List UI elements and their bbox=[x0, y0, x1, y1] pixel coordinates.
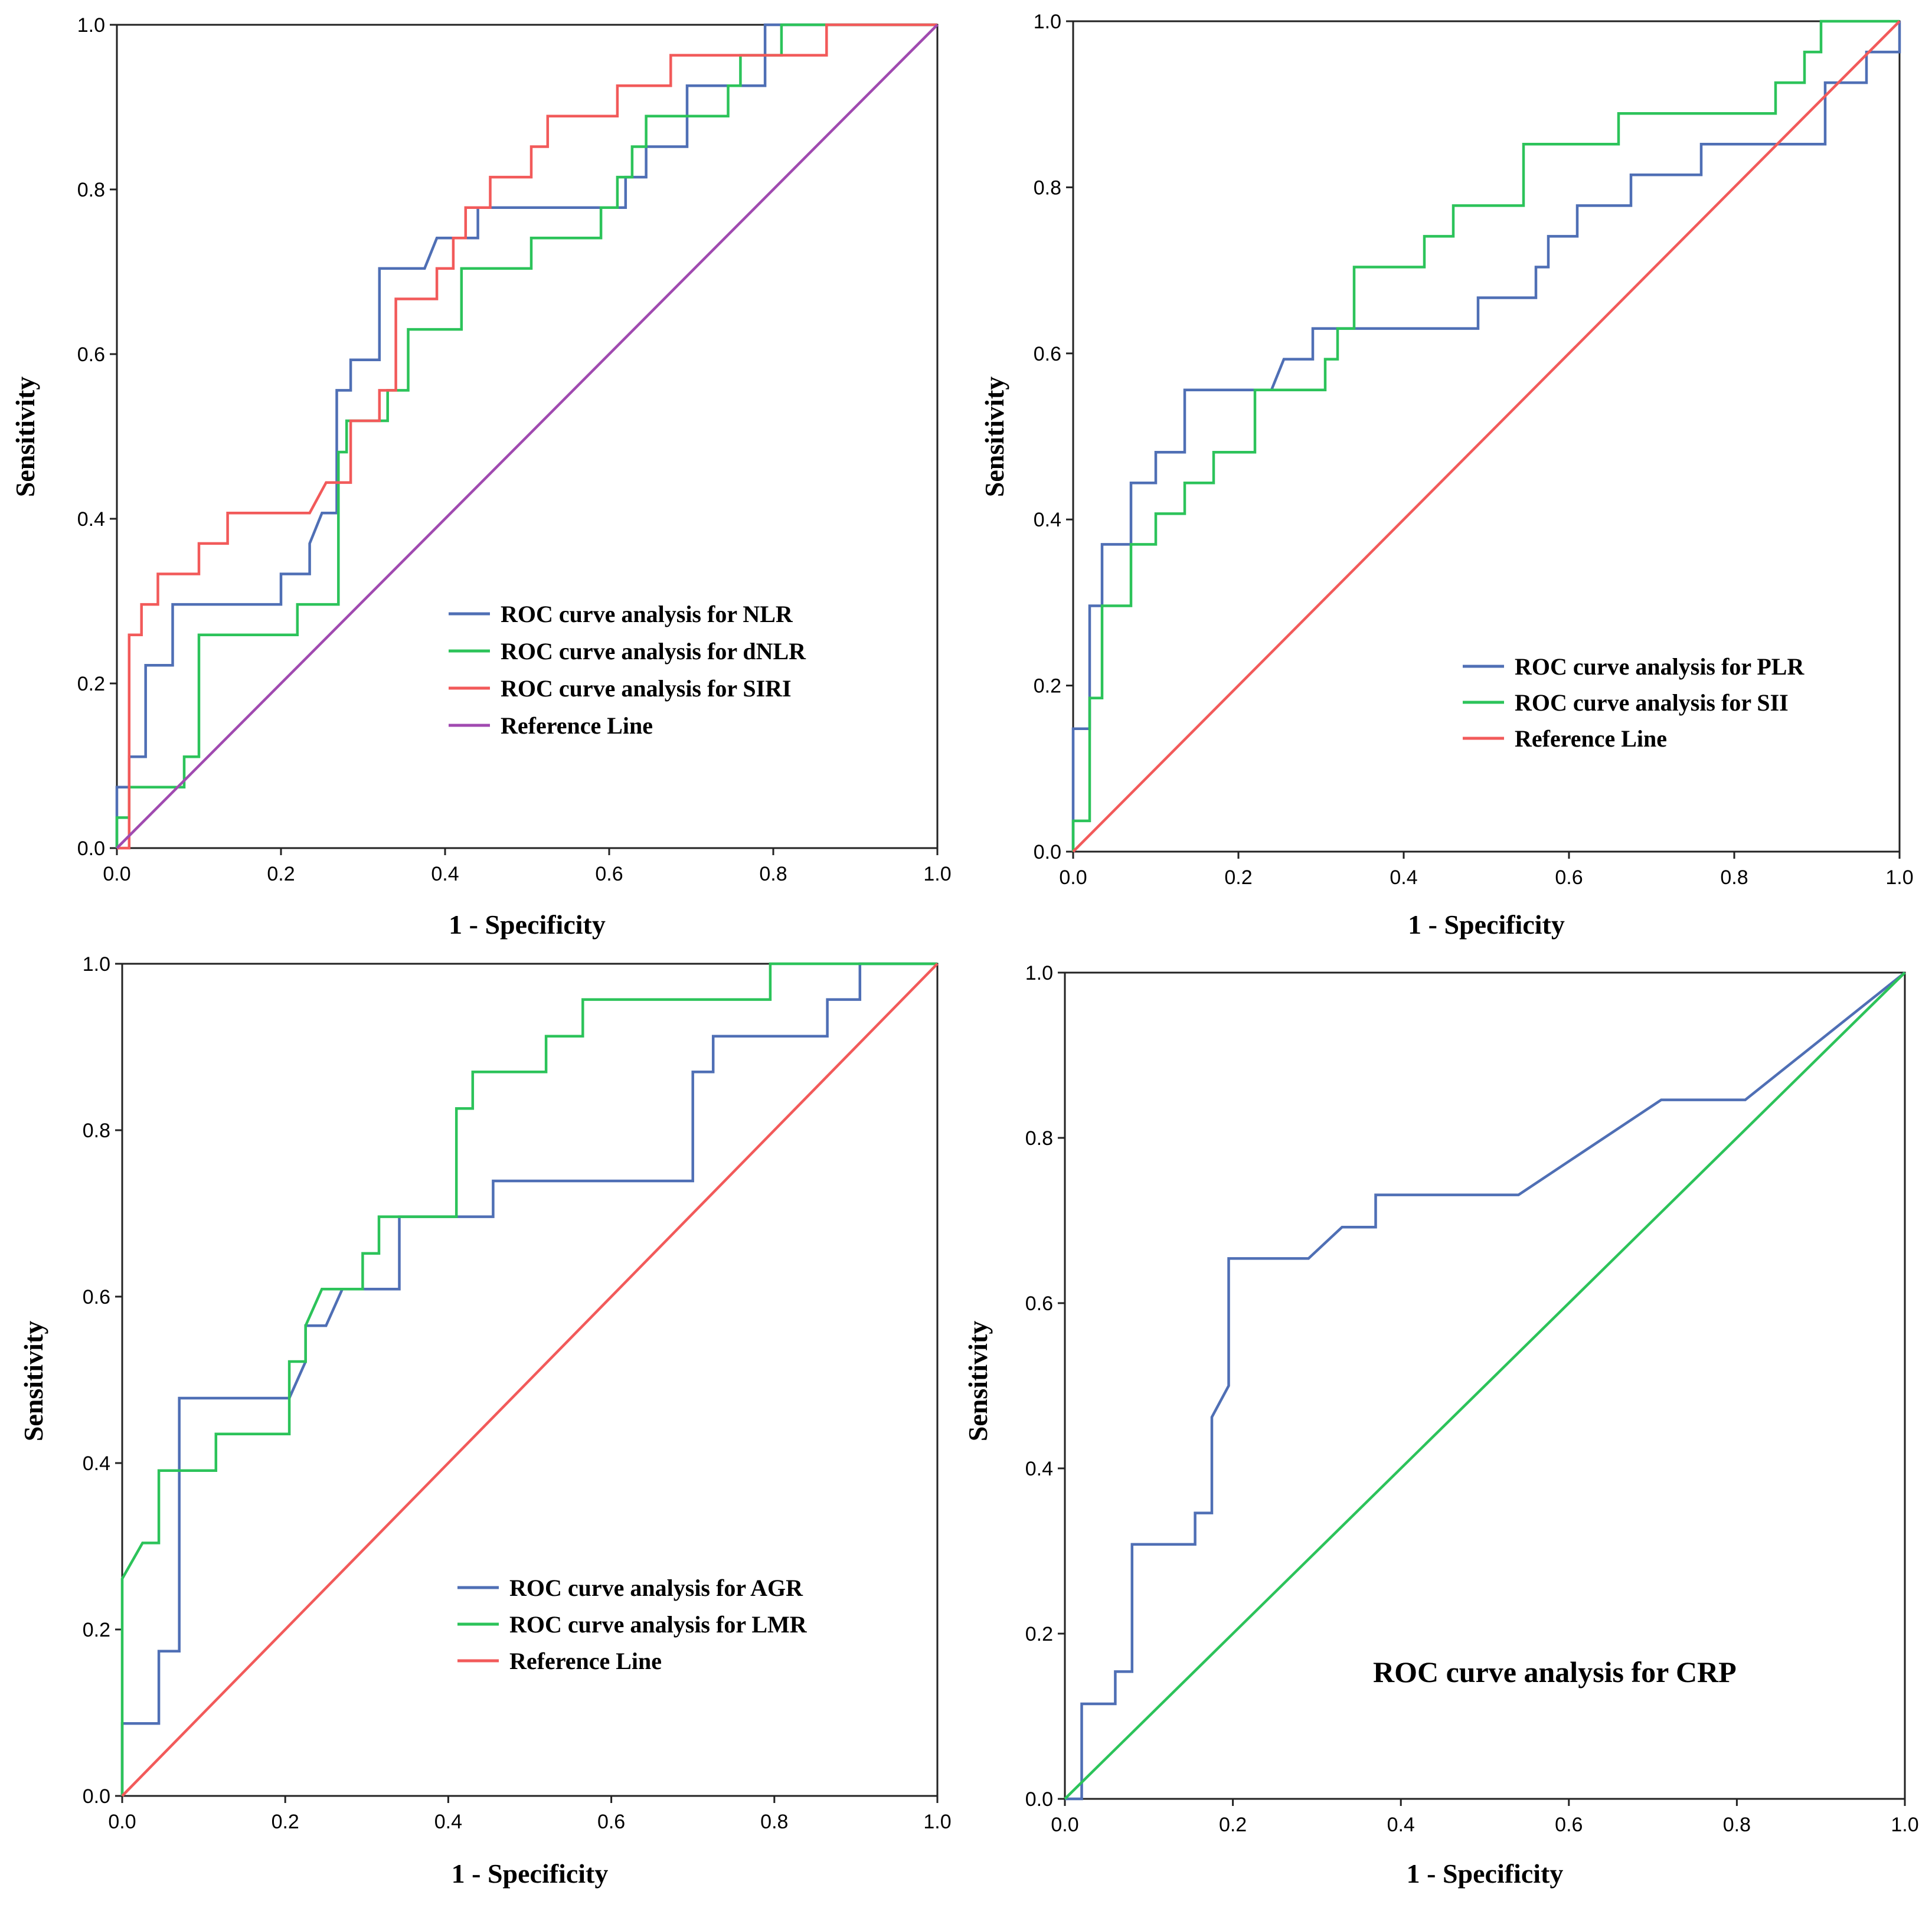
roc-series-line-2 bbox=[115, 23, 937, 848]
x-tick-label: 0.6 bbox=[1555, 1814, 1583, 1836]
legend-label: ROC curve analysis for SIRI bbox=[501, 675, 792, 702]
x-tick-label: 0.2 bbox=[1219, 1814, 1247, 1836]
roc-series-line-3 bbox=[117, 23, 937, 850]
x-tick-label: 0.4 bbox=[434, 1811, 462, 1833]
roc-panel-2: 0.0 0.2 0.4 0.6 0.8 1.0 0.0 0.2 0.4 0.6 0.8 1.0 1 - … bbox=[979, 11, 1914, 940]
roc-series-line-2 bbox=[1071, 19, 1900, 852]
roc-series-line-3 bbox=[121, 963, 939, 1797]
x-tick-label: 0.4 bbox=[431, 863, 459, 885]
x-tick-label: 0.2 bbox=[267, 863, 295, 885]
y-tick-label: 0.6 bbox=[1025, 1292, 1053, 1315]
y-tick-label: 1.0 bbox=[77, 14, 105, 37]
x-axis-title: 1 - Specificity bbox=[452, 1858, 609, 1889]
legend: ROC curve analysis for PLR ROC curve anal… bbox=[1463, 653, 1804, 752]
x-tick-label: 0.0 bbox=[1051, 1814, 1078, 1836]
x-tick-label: 0.8 bbox=[760, 1811, 788, 1833]
y-tick-label: 0.4 bbox=[1034, 509, 1061, 531]
y-tick-label: 0.4 bbox=[1025, 1458, 1053, 1480]
y-tick-label: 1.0 bbox=[1034, 11, 1061, 33]
y-tick-label: 0.0 bbox=[77, 837, 105, 860]
legend-label: ROC curve analysis for SII bbox=[1515, 689, 1789, 716]
x-tick-label: 0.2 bbox=[1224, 866, 1252, 889]
x-tick-label: 1.0 bbox=[1891, 1814, 1918, 1836]
y-tick-label: 0.2 bbox=[83, 1619, 110, 1641]
y-tick-label: 1.0 bbox=[83, 953, 110, 976]
x-tick-label: 0.6 bbox=[597, 1811, 625, 1833]
legend-label: Reference Line bbox=[509, 1648, 662, 1674]
y-tick-label: 0.0 bbox=[1034, 841, 1061, 863]
x-tick-label: 1.0 bbox=[1885, 866, 1913, 889]
plot-annotation: ROC curve analysis for CRP bbox=[1373, 1655, 1737, 1689]
roc-panel-3: 0.0 0.2 0.4 0.6 0.8 1.0 0.0 0.2 0.4 0.6 0.8 1.0 1 - … bbox=[18, 953, 952, 1889]
y-tick-label: 0.4 bbox=[83, 1452, 110, 1475]
y-tick-label: 0.0 bbox=[1025, 1788, 1053, 1811]
x-tick-label: 0.8 bbox=[759, 863, 787, 885]
roc-series-line-2 bbox=[120, 962, 937, 1796]
roc-series-line-4 bbox=[116, 24, 939, 849]
y-tick-label: 0.2 bbox=[77, 673, 105, 695]
y-tick-label: 0.8 bbox=[83, 1120, 110, 1142]
x-axis-title: 1 - Specificity bbox=[1407, 1858, 1564, 1889]
legend-label: ROC curve analysis for LMR bbox=[509, 1611, 808, 1638]
legend: ROC curve analysis for NLR ROC curve anal… bbox=[449, 601, 806, 739]
y-tick-label: 0.6 bbox=[77, 343, 105, 366]
x-tick-label: 0.8 bbox=[1720, 866, 1748, 889]
roc-panel-4: 0.0 0.2 0.4 0.6 0.8 1.0 0.0 0.2 0.4 0.6 0.8 1.0 1 - … bbox=[963, 962, 1919, 1889]
x-tick-label: 0.4 bbox=[1390, 866, 1417, 889]
legend-label: Reference Line bbox=[501, 712, 653, 739]
roc-series-line-3 bbox=[1072, 20, 1901, 853]
roc-panel-1: 0.0 0.2 0.4 0.6 0.8 1.0 0.0 0.2 0.4 0.6 0.8 1.0 1 - … bbox=[10, 14, 952, 940]
y-axis-title: Sensitivity bbox=[18, 1321, 48, 1441]
x-tick-label: 0.6 bbox=[1555, 866, 1583, 889]
legend-label: ROC curve analysis for AGR bbox=[509, 1575, 803, 1601]
x-tick-label: 0.0 bbox=[1059, 866, 1087, 889]
x-tick-label: 0.0 bbox=[108, 1811, 136, 1833]
y-tick-label: 1.0 bbox=[1025, 962, 1053, 984]
y-axis-title: Sensitivity bbox=[10, 377, 40, 497]
y-tick-label: 0.4 bbox=[77, 508, 105, 531]
legend-label: ROC curve analysis for PLR bbox=[1515, 653, 1804, 680]
y-tick-label: 0.6 bbox=[1034, 343, 1061, 365]
roc-series-line-2 bbox=[1064, 971, 1906, 1800]
y-tick-label: 0.2 bbox=[1034, 675, 1061, 698]
y-tick-label: 0.8 bbox=[77, 179, 105, 201]
x-tick-label: 0.4 bbox=[1387, 1814, 1415, 1836]
legend-label: ROC curve analysis for dNLR bbox=[501, 638, 806, 665]
x-tick-label: 0.2 bbox=[272, 1811, 299, 1833]
legend: ROC curve analysis for AGR ROC curve anal… bbox=[457, 1575, 808, 1674]
y-tick-label: 0.6 bbox=[83, 1286, 110, 1308]
roc-series-line-1 bbox=[115, 23, 937, 848]
y-tick-label: 0.8 bbox=[1025, 1127, 1053, 1150]
x-tick-label: 1.0 bbox=[923, 863, 951, 885]
legend-label: Reference Line bbox=[1515, 725, 1667, 752]
x-tick-label: 0.6 bbox=[595, 863, 623, 885]
x-tick-label: 0.0 bbox=[103, 863, 130, 885]
y-tick-label: 0.2 bbox=[1025, 1623, 1053, 1645]
legend-label: ROC curve analysis for NLR bbox=[501, 601, 793, 627]
x-tick-label: 0.8 bbox=[1723, 1814, 1751, 1836]
y-axis-title: Sensitivity bbox=[979, 377, 1009, 497]
y-tick-label: 0.0 bbox=[83, 1785, 110, 1808]
x-axis-title: 1 - Specificity bbox=[1408, 909, 1565, 940]
x-tick-label: 1.0 bbox=[923, 1811, 951, 1833]
roc-series-line-1 bbox=[1071, 21, 1901, 852]
y-axis-title: Sensitivity bbox=[963, 1321, 993, 1441]
y-tick-label: 0.8 bbox=[1034, 176, 1061, 199]
roc-series-line-1 bbox=[120, 962, 937, 1796]
x-axis-title: 1 - Specificity bbox=[449, 909, 606, 940]
roc-series-line-1 bbox=[1065, 971, 1906, 1801]
